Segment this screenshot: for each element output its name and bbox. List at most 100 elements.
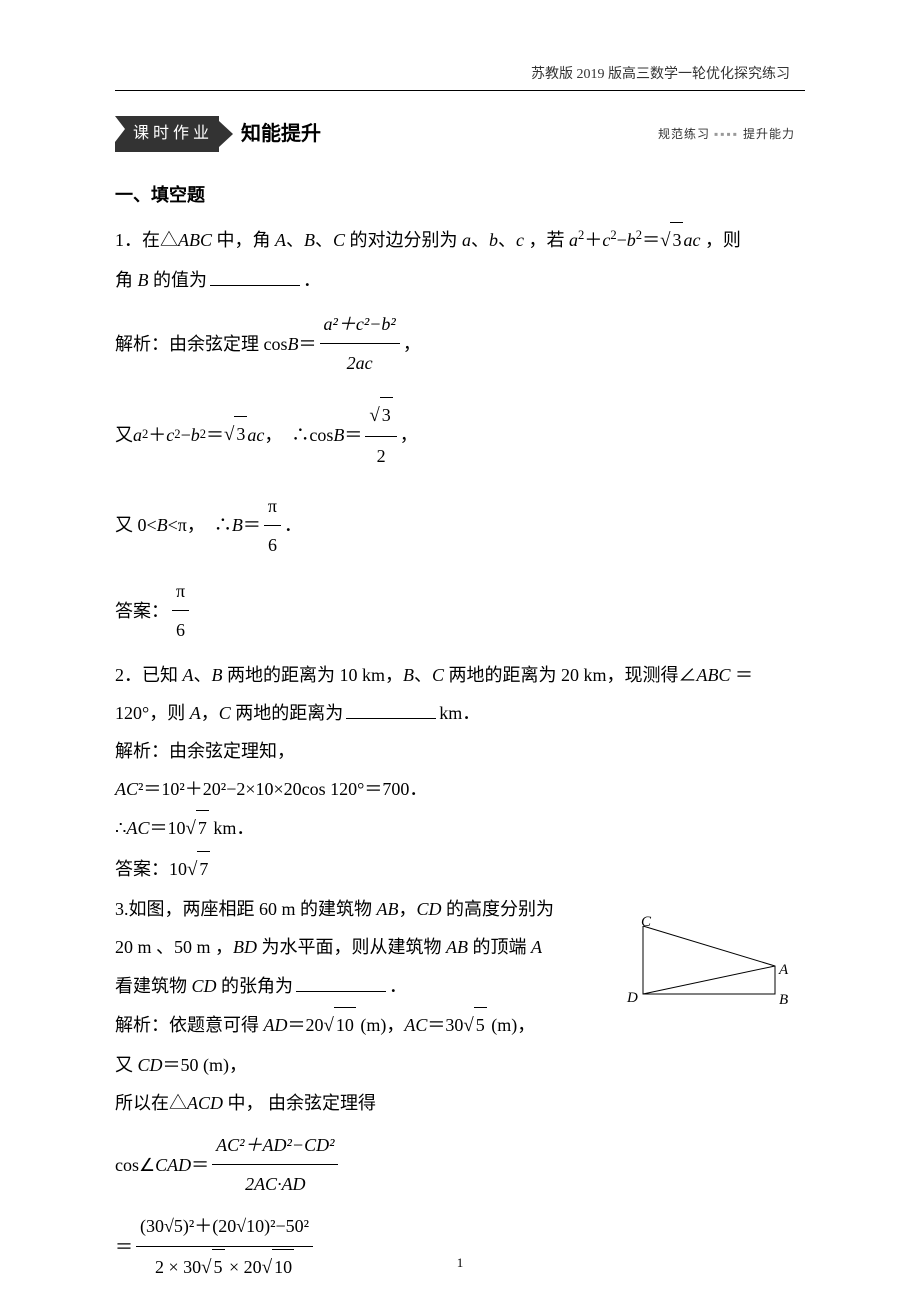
- text: ＝30: [427, 1015, 463, 1035]
- var: B: [138, 270, 149, 290]
- sqrt-body: 3: [670, 222, 683, 257]
- text: 120°，则: [115, 703, 190, 723]
- text: (m)，: [356, 1015, 405, 1035]
- sqrt-body: 5: [474, 1007, 487, 1042]
- sqrt-icon: 10: [262, 1249, 294, 1286]
- text: km．: [209, 818, 255, 838]
- text: ．: [284, 508, 302, 542]
- text: ²＝10²＋20²−2×10×20cos 120°＝700．: [138, 779, 427, 799]
- var: BD: [233, 937, 257, 957]
- header-source: 苏教版 2019 版高三数学一轮优化探究练习: [531, 62, 790, 89]
- var: AC: [404, 1015, 427, 1035]
- var: B: [288, 327, 299, 361]
- banner-arrow-icon: [219, 121, 233, 147]
- text: 、: [286, 230, 304, 250]
- var: AC: [115, 779, 138, 799]
- var: C: [219, 703, 231, 723]
- text: 为水平面，则从建筑物: [257, 937, 446, 957]
- text: 两地的距离为 10 km，: [223, 665, 404, 685]
- text: ＋: [584, 230, 602, 250]
- q2-line1: 2．已知 A、B 两地的距离为 10 km，B、C 两地的距离为 20 km，现…: [115, 658, 805, 692]
- sqrt-body: 7: [196, 810, 209, 845]
- frac-den: 6: [172, 611, 189, 647]
- text: ＝50 (m)，: [163, 1055, 248, 1075]
- frac-num: (30√5)²＋(20√10)²−50²: [136, 1209, 313, 1246]
- var: c: [166, 418, 174, 452]
- text: 、: [471, 230, 489, 250]
- text: ＝: [206, 418, 224, 452]
- sqrt-icon: 3: [369, 397, 392, 434]
- text: 解析：依题意可得: [115, 1015, 264, 1035]
- var: ABC: [697, 665, 731, 685]
- text: ＝: [642, 230, 660, 250]
- triangle-diagram: C A D B: [635, 918, 785, 1003]
- text: ＝: [115, 1230, 133, 1264]
- text: −: [181, 418, 191, 452]
- var: A: [275, 230, 286, 250]
- var: AB: [446, 937, 468, 957]
- text: 角: [115, 270, 138, 290]
- text: 看建筑物: [115, 976, 192, 996]
- text: 的张角为: [217, 976, 294, 996]
- text: 、: [414, 665, 432, 685]
- section-heading: 一、填空题: [115, 178, 805, 212]
- var: B: [333, 418, 344, 452]
- text: (m)，: [487, 1015, 536, 1035]
- text: 1．在△: [115, 230, 178, 250]
- sqrt-body: 5: [212, 1249, 225, 1284]
- fraction: a²＋c²−b² 2ac: [320, 307, 400, 380]
- text: ， ∴cos: [264, 418, 333, 452]
- var: ABC: [178, 230, 212, 250]
- text: 的高度分别为: [442, 899, 555, 919]
- text: ＋: [148, 418, 166, 452]
- diagram-label-a: A: [779, 956, 788, 985]
- text: 中， 由余弦定理得: [223, 1093, 376, 1113]
- text: 又: [115, 418, 133, 452]
- var: B: [212, 665, 223, 685]
- sqrt-body: 3: [234, 416, 247, 451]
- diagram-label-b: B: [779, 986, 788, 1015]
- text: 3.如图，两座相距 60 m 的建筑物: [115, 899, 377, 919]
- sqrt-icon: 10: [324, 1007, 356, 1044]
- text: ＝10: [149, 818, 185, 838]
- q1-sol-c: 又 0<B<π， ∴B＝ π 6 ．: [115, 489, 805, 562]
- text: 的值为: [149, 270, 208, 290]
- banner-title: 知能提升: [241, 115, 321, 153]
- text: ．: [303, 270, 321, 290]
- var: AC: [126, 818, 149, 838]
- fraction: (30√5)²＋(20√10)²−50² 2 × 305 × 2010: [136, 1209, 313, 1285]
- q1-line2: 角 B 的值为 ．: [115, 263, 805, 297]
- text: cos∠: [115, 1148, 155, 1182]
- q2-line2: 120°，则 A，C 两地的距离为km．: [115, 696, 805, 730]
- var: A: [183, 665, 194, 685]
- q3-sol-c: 所以在△ACD 中， 由余弦定理得: [115, 1086, 805, 1120]
- text: −: [617, 230, 627, 250]
- banner-right-b: 提升能力: [743, 127, 795, 141]
- text: 又 0<: [115, 508, 157, 542]
- text: 的顶端: [468, 937, 531, 957]
- text: ，: [201, 703, 219, 723]
- var: b: [627, 230, 636, 250]
- var: a: [462, 230, 471, 250]
- answer-blank: [296, 991, 386, 992]
- text: ＝: [344, 418, 362, 452]
- frac-den: 2ac: [347, 353, 373, 373]
- dots-icon: ▪▪▪▪: [714, 127, 739, 141]
- q3-sol-d: cos∠CAD＝ AC²＋AD²−CD² 2AC·AD: [115, 1128, 805, 1201]
- text: ，: [403, 327, 421, 361]
- frac-den: 2AC·AD: [245, 1174, 306, 1194]
- q3-sol-a: 解析：依题意可得 AD＝2010 (m)，AC＝305 (m)，: [115, 1007, 805, 1044]
- fraction: π 6: [172, 574, 189, 647]
- banner-right-a: 规范练习: [658, 127, 710, 141]
- var: AD: [264, 1015, 288, 1035]
- var: CAD: [155, 1148, 191, 1182]
- q1-sol-b: 又 a2＋c2−b2＝3ac ， ∴cos B＝ 3 2 ，: [115, 397, 805, 473]
- text: km．: [439, 703, 480, 723]
- text: <π， ∴: [168, 508, 232, 542]
- q3-sol-b: 又 CD＝50 (m)，: [115, 1048, 805, 1082]
- answer-blank: [346, 718, 436, 719]
- var: c: [516, 230, 524, 250]
- q1-answer: 答案： π 6: [115, 574, 805, 647]
- var: a: [133, 418, 142, 452]
- text: 、: [194, 665, 212, 685]
